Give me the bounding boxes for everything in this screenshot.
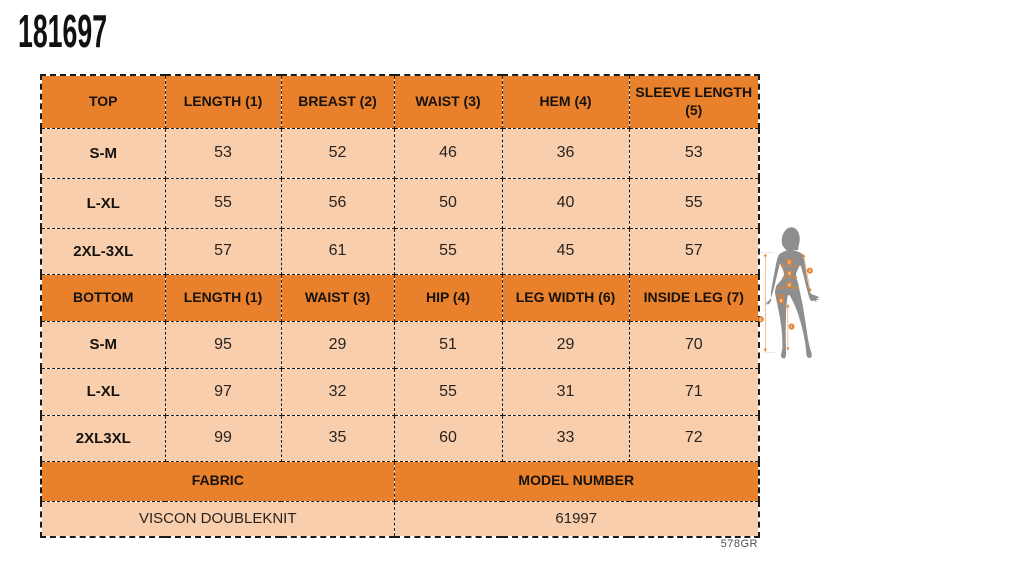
value-cell: 99 [164, 414, 282, 462]
header-cell: LENGTH (1) [164, 273, 282, 322]
value-cell: 61 [280, 227, 395, 275]
value-cell: 36 [501, 127, 630, 179]
header-cell: HIP (4) [393, 273, 503, 322]
marker-circle-3: 3 [786, 270, 793, 277]
value-cell: 55 [393, 227, 503, 275]
marker-circle-4: 4 [786, 281, 793, 288]
value-cell: 33 [501, 414, 630, 462]
model-number-label-cell: MODEL NUMBER [393, 460, 760, 502]
size-chart-table: TOP LENGTH (1) BREAST (2) WAIST (3) HEM … [40, 74, 760, 538]
value-cell: 53 [628, 127, 760, 179]
marker-circle-1: 1 [757, 316, 764, 323]
value-cell: 51 [393, 320, 503, 369]
value-cell: 31 [501, 367, 630, 416]
marker-number-5: 5 [809, 268, 812, 273]
marker-circle-7: 7 [788, 323, 795, 330]
size-cell: S-M [40, 320, 166, 369]
value-cell: 95 [164, 320, 282, 369]
sleeve-arrow-5 [802, 253, 812, 293]
value-cell: 46 [393, 127, 503, 179]
value-cell: 60 [393, 414, 503, 462]
table-row: L-XL 55 56 50 40 55 [40, 177, 760, 229]
size-cell: 2XL3XL [40, 414, 166, 462]
value-cell: 40 [501, 177, 630, 229]
size-cell: L-XL [40, 177, 166, 229]
table-row: 2XL-3XL 57 61 55 45 57 [40, 227, 760, 275]
header-cell: LENGTH (1) [164, 74, 282, 129]
marker-circle-5: 5 [806, 267, 813, 274]
value-cell: 53 [164, 127, 282, 179]
value-cell: 50 [393, 177, 503, 229]
marker-number-1: 1 [760, 317, 763, 322]
value-cell: 57 [164, 227, 282, 275]
marker-number-4: 4 [788, 282, 791, 287]
table-row-fabric-value: VISCON DOUBLEKNIT 61997 [40, 500, 760, 538]
header-cell: INSIDE LEG (7) [628, 273, 760, 322]
table-row: S-M 53 52 46 36 53 [40, 127, 760, 179]
model-number-value-cell: 61997 [393, 500, 760, 538]
style-code-footnote: 578GR [720, 538, 758, 550]
size-cell: 2XL-3XL [40, 227, 166, 275]
marker-number-2: 2 [788, 259, 791, 264]
table-row: 2XL3XL 99 35 60 33 72 [40, 414, 760, 462]
marker-number-7: 7 [790, 324, 793, 329]
fabric-label-cell: FABRIC [40, 460, 395, 502]
header-cell: WAIST (3) [393, 74, 503, 129]
table-row-top-header: TOP LENGTH (1) BREAST (2) WAIST (3) HEM … [40, 74, 760, 129]
marker-number-6: 6 [780, 298, 783, 303]
value-cell: 71 [628, 367, 760, 416]
header-cell: TOP [40, 74, 166, 129]
value-cell: 57 [628, 227, 760, 275]
fabric-value-cell: VISCON DOUBLEKNIT [40, 500, 395, 538]
value-cell: 55 [628, 177, 760, 229]
header-cell: BREAST (2) [280, 74, 395, 129]
value-cell: 45 [501, 227, 630, 275]
value-cell: 29 [501, 320, 630, 369]
size-cell: S-M [40, 127, 166, 179]
value-cell: 55 [164, 177, 282, 229]
marker-circle-2: 2 [786, 258, 793, 265]
value-cell: 56 [280, 177, 395, 229]
value-cell: 29 [280, 320, 395, 369]
value-cell: 70 [628, 320, 760, 369]
header-cell: WAIST (3) [280, 273, 395, 322]
header-cell: LEG WIDTH (6) [501, 273, 630, 322]
header-cell: SLEEVE LENGTH (5) [628, 74, 760, 129]
marker-number-3: 3 [788, 271, 791, 276]
measurement-figure: 1 2 3 4 5 6 7 [755, 227, 820, 359]
table-row: S-M 95 29 51 29 70 [40, 320, 760, 369]
table-row-bottom-header: BOTTOM LENGTH (1) WAIST (3) HIP (4) LEG … [40, 273, 760, 322]
value-cell: 97 [164, 367, 282, 416]
size-cell: L-XL [40, 367, 166, 416]
table-row-fabric-header: FABRIC MODEL NUMBER [40, 460, 760, 502]
header-cell: HEM (4) [501, 74, 630, 129]
page-title: 181697 [18, 5, 108, 57]
value-cell: 52 [280, 127, 395, 179]
value-cell: 35 [280, 414, 395, 462]
female-silhouette [765, 227, 820, 359]
value-cell: 32 [280, 367, 395, 416]
value-cell: 55 [393, 367, 503, 416]
value-cell: 72 [628, 414, 760, 462]
header-cell: BOTTOM [40, 273, 166, 322]
marker-circle-6: 6 [778, 297, 785, 304]
table-row: L-XL 97 32 55 31 71 [40, 367, 760, 416]
